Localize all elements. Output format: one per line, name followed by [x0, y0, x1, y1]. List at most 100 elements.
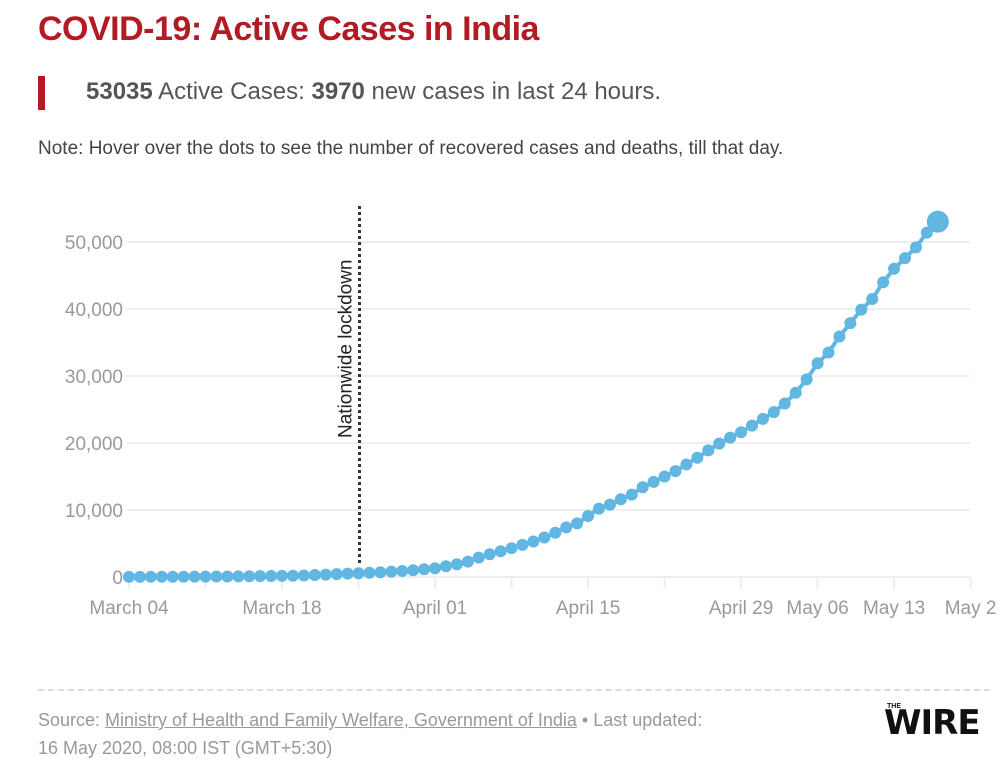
data-point [363, 566, 376, 579]
data-point [133, 570, 146, 583]
data-point [756, 412, 769, 425]
y-tick-label: 0 [112, 568, 123, 589]
data-point [177, 570, 190, 583]
active-cases-chart: 0 10,000 20,000 30,000 40,000 50,000 March 04… [65, 206, 996, 619]
series-line [129, 220, 940, 579]
data-point [123, 570, 135, 583]
data-point [243, 570, 256, 583]
data-point [603, 498, 616, 511]
data-point [636, 481, 649, 494]
data-point [286, 569, 299, 582]
data-point [450, 558, 463, 571]
lockdown-label: Nationwide lockdown [336, 260, 357, 439]
x-tick-label: April 29 [709, 598, 773, 619]
data-point [899, 252, 912, 265]
latest-data-point [926, 210, 949, 233]
data-point [909, 241, 922, 254]
data-point [330, 568, 343, 581]
y-tick-label: 40,000 [65, 300, 123, 321]
data-point [855, 303, 868, 316]
summary-text: 53035 Active Cases: 3970 new cases in la… [86, 78, 661, 106]
y-tick-label: 30,000 [65, 367, 123, 388]
data-point [265, 570, 278, 583]
data-point [276, 569, 289, 582]
y-tick-label: 50,000 [65, 233, 123, 254]
data-point [439, 560, 452, 573]
data-point [144, 570, 157, 583]
data-point [833, 330, 846, 343]
data-point [210, 570, 223, 583]
logo-small-text: THE [887, 703, 901, 710]
data-point [155, 570, 168, 583]
data-point [778, 397, 791, 410]
footer-source: Source: Ministry of Health and Family We… [38, 706, 868, 762]
new-cases-count: 3970 [311, 78, 365, 105]
footer-divider [38, 689, 990, 691]
updated-prefix: • Last updated: [576, 710, 703, 730]
data-point [746, 419, 759, 432]
x-tick-label: May 13 [863, 598, 925, 619]
data-point [735, 426, 748, 439]
data-point [341, 567, 354, 580]
data-point [680, 458, 693, 471]
data-point [592, 502, 605, 515]
y-axis: 0 10,000 20,000 30,000 40,000 50,000 [65, 233, 123, 589]
hover-note: Note: Hover over the dots to see the num… [38, 138, 784, 159]
data-point [527, 535, 540, 548]
source-link[interactable]: Ministry of Health and Family Welfare, G… [105, 710, 577, 730]
source-prefix: Source: [38, 710, 106, 730]
x-tick-label: May 2 [945, 598, 997, 619]
data-point [385, 565, 398, 578]
data-point [374, 566, 387, 579]
x-axis: March 04 March 18 April 01 April 15 April 29… [89, 577, 996, 619]
x-tick-label: May 06 [786, 598, 848, 619]
data-point [407, 564, 420, 577]
data-point [789, 386, 802, 399]
data-point [724, 431, 737, 444]
data-point [647, 475, 660, 488]
data-point [254, 570, 267, 583]
series-active-cases [123, 210, 949, 583]
data-point [844, 317, 857, 330]
data-point [877, 276, 890, 289]
data-point [188, 570, 201, 583]
y-tick-label: 20,000 [65, 434, 123, 455]
data-point [822, 346, 835, 359]
data-point [713, 437, 726, 450]
x-tick-label: March 18 [242, 598, 321, 619]
summary-accent-bar [38, 76, 45, 110]
data-point [811, 357, 824, 370]
data-point [396, 564, 409, 577]
the-wire-logo: WIRE [884, 703, 981, 743]
data-point [319, 568, 332, 581]
data-point [560, 521, 573, 534]
data-point [505, 542, 518, 555]
data-point [494, 545, 507, 558]
data-point [166, 570, 179, 583]
data-point [472, 551, 485, 564]
data-point [582, 510, 595, 523]
data-point [297, 569, 310, 582]
data-point [549, 526, 562, 539]
data-point [920, 226, 933, 239]
page-title: COVID-19: Active Cases in India [38, 10, 539, 48]
new-cases-label: new cases in last 24 hours. [364, 78, 662, 105]
data-point [888, 262, 901, 275]
data-point [571, 517, 584, 530]
data-point [199, 570, 212, 583]
x-tick-label: March 04 [89, 598, 169, 619]
lockdown-annotation: Nationwide lockdown [336, 206, 362, 565]
data-point [418, 563, 431, 576]
data-point [429, 562, 442, 575]
data-point [658, 470, 671, 483]
data-point [669, 465, 682, 478]
active-cases-count: 53035 [86, 78, 153, 105]
active-cases-label: Active Cases: [152, 78, 312, 105]
data-point [516, 538, 529, 551]
gridlines [127, 241, 970, 578]
data-point [221, 570, 234, 583]
data-point [538, 531, 551, 544]
data-point [625, 488, 638, 501]
data-point [461, 555, 474, 568]
data-point [691, 451, 704, 464]
